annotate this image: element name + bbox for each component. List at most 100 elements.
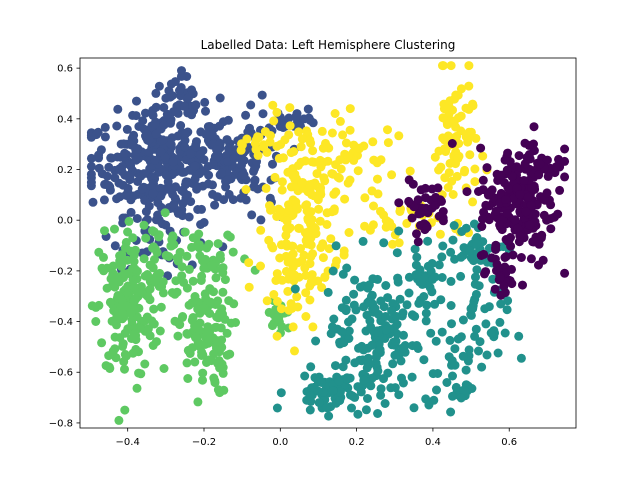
data-point-cluster-2 xyxy=(267,204,277,214)
data-point-cluster-3 xyxy=(343,374,352,384)
data-point-cluster-4 xyxy=(404,196,414,206)
data-point-cluster-2 xyxy=(307,157,317,167)
data-point-cluster-1 xyxy=(182,283,192,293)
data-point-cluster-0 xyxy=(179,101,189,111)
data-point-cluster-3 xyxy=(300,371,310,381)
data-point-cluster-3 xyxy=(361,356,371,366)
data-point-cluster-4 xyxy=(502,165,512,175)
data-point-cluster-2 xyxy=(369,201,378,211)
data-point-cluster-1 xyxy=(182,329,192,338)
data-point-cluster-4 xyxy=(478,175,488,185)
data-point-cluster-4 xyxy=(478,214,487,224)
data-point-cluster-1 xyxy=(231,318,240,327)
data-point-cluster-2 xyxy=(316,162,326,172)
data-point-cluster-3 xyxy=(380,399,390,408)
data-point-cluster-4 xyxy=(407,213,417,223)
data-point-cluster-3 xyxy=(328,386,338,396)
data-point-cluster-4 xyxy=(479,249,489,259)
data-point-cluster-0 xyxy=(120,148,130,158)
data-point-cluster-3 xyxy=(276,388,286,398)
data-point-cluster-1 xyxy=(139,254,149,264)
data-point-cluster-1 xyxy=(192,324,202,333)
data-point-cluster-1 xyxy=(204,334,214,344)
data-point-cluster-2 xyxy=(331,187,341,197)
data-point-cluster-4 xyxy=(507,264,516,274)
data-point-cluster-4 xyxy=(523,192,533,202)
x-tick-label: 0.2 xyxy=(349,437,365,448)
data-point-cluster-4 xyxy=(515,190,525,200)
data-point-cluster-3 xyxy=(481,319,491,329)
data-point-cluster-2 xyxy=(345,125,355,135)
data-point-cluster-2 xyxy=(383,125,392,135)
data-point-cluster-1 xyxy=(102,283,112,293)
data-point-cluster-1 xyxy=(123,227,133,237)
data-point-cluster-4 xyxy=(508,250,518,260)
data-point-cluster-3 xyxy=(317,378,327,387)
data-point-cluster-1 xyxy=(206,356,216,366)
data-point-cluster-1 xyxy=(150,277,160,287)
data-point-cluster-3 xyxy=(474,346,483,356)
data-point-cluster-1 xyxy=(180,227,190,237)
data-point-cluster-4 xyxy=(491,206,501,216)
data-point-cluster-0 xyxy=(123,183,133,193)
data-point-cluster-1 xyxy=(167,235,177,245)
data-point-cluster-4 xyxy=(540,195,549,205)
data-point-cluster-1 xyxy=(120,364,129,374)
data-point-cluster-1 xyxy=(219,385,229,395)
data-point-cluster-0 xyxy=(129,130,139,140)
data-point-cluster-2 xyxy=(456,111,466,121)
data-point-cluster-1 xyxy=(193,337,203,347)
data-point-cluster-1 xyxy=(108,269,118,278)
data-point-cluster-0 xyxy=(159,103,169,112)
data-point-cluster-0 xyxy=(100,122,110,132)
data-point-cluster-0 xyxy=(217,168,226,178)
data-point-cluster-0 xyxy=(126,207,136,217)
data-point-cluster-0 xyxy=(144,201,154,211)
data-point-cluster-1 xyxy=(156,302,166,312)
data-point-cluster-4 xyxy=(560,268,570,278)
data-point-cluster-0 xyxy=(131,155,141,165)
data-point-cluster-0 xyxy=(250,164,259,174)
data-point-cluster-3 xyxy=(445,335,455,345)
data-point-cluster-2 xyxy=(294,127,304,137)
data-point-cluster-0 xyxy=(180,142,190,152)
data-point-cluster-3 xyxy=(383,368,393,378)
data-point-cluster-3 xyxy=(390,350,400,360)
data-point-cluster-3 xyxy=(358,236,368,246)
data-point-cluster-4 xyxy=(503,148,513,158)
data-point-cluster-2 xyxy=(267,241,277,251)
data-point-cluster-0 xyxy=(190,142,200,152)
data-point-cluster-1 xyxy=(197,304,207,314)
data-point-cluster-3 xyxy=(351,305,361,315)
data-point-cluster-3 xyxy=(495,317,505,327)
data-point-cluster-1 xyxy=(129,276,139,286)
data-point-cluster-0 xyxy=(110,241,120,251)
data-point-cluster-2 xyxy=(305,295,315,305)
data-point-cluster-2 xyxy=(383,138,393,148)
data-point-cluster-3 xyxy=(388,299,398,309)
data-point-cluster-2 xyxy=(452,131,462,141)
data-point-cluster-3 xyxy=(466,304,476,314)
data-point-cluster-1 xyxy=(159,364,169,373)
data-point-cluster-0 xyxy=(201,129,211,139)
data-point-cluster-1 xyxy=(199,263,209,273)
data-point-cluster-0 xyxy=(199,155,209,165)
data-point-cluster-1 xyxy=(216,254,225,264)
data-point-cluster-4 xyxy=(501,195,511,204)
data-point-cluster-2 xyxy=(289,270,299,280)
data-point-cluster-1 xyxy=(124,216,134,226)
x-tick-label: 0.6 xyxy=(501,437,517,448)
data-point-cluster-1 xyxy=(183,374,193,383)
data-point-cluster-2 xyxy=(272,212,282,221)
data-point-cluster-3 xyxy=(471,272,480,282)
data-point-cluster-1 xyxy=(99,266,109,276)
data-point-cluster-4 xyxy=(539,210,549,220)
data-point-cluster-0 xyxy=(151,129,161,139)
data-point-cluster-3 xyxy=(347,314,357,324)
data-point-cluster-3 xyxy=(335,387,345,397)
data-point-cluster-1 xyxy=(107,316,117,326)
data-point-cluster-3 xyxy=(502,305,512,315)
data-point-cluster-2 xyxy=(326,234,336,244)
data-point-cluster-3 xyxy=(393,273,403,283)
data-point-cluster-3 xyxy=(447,319,456,329)
